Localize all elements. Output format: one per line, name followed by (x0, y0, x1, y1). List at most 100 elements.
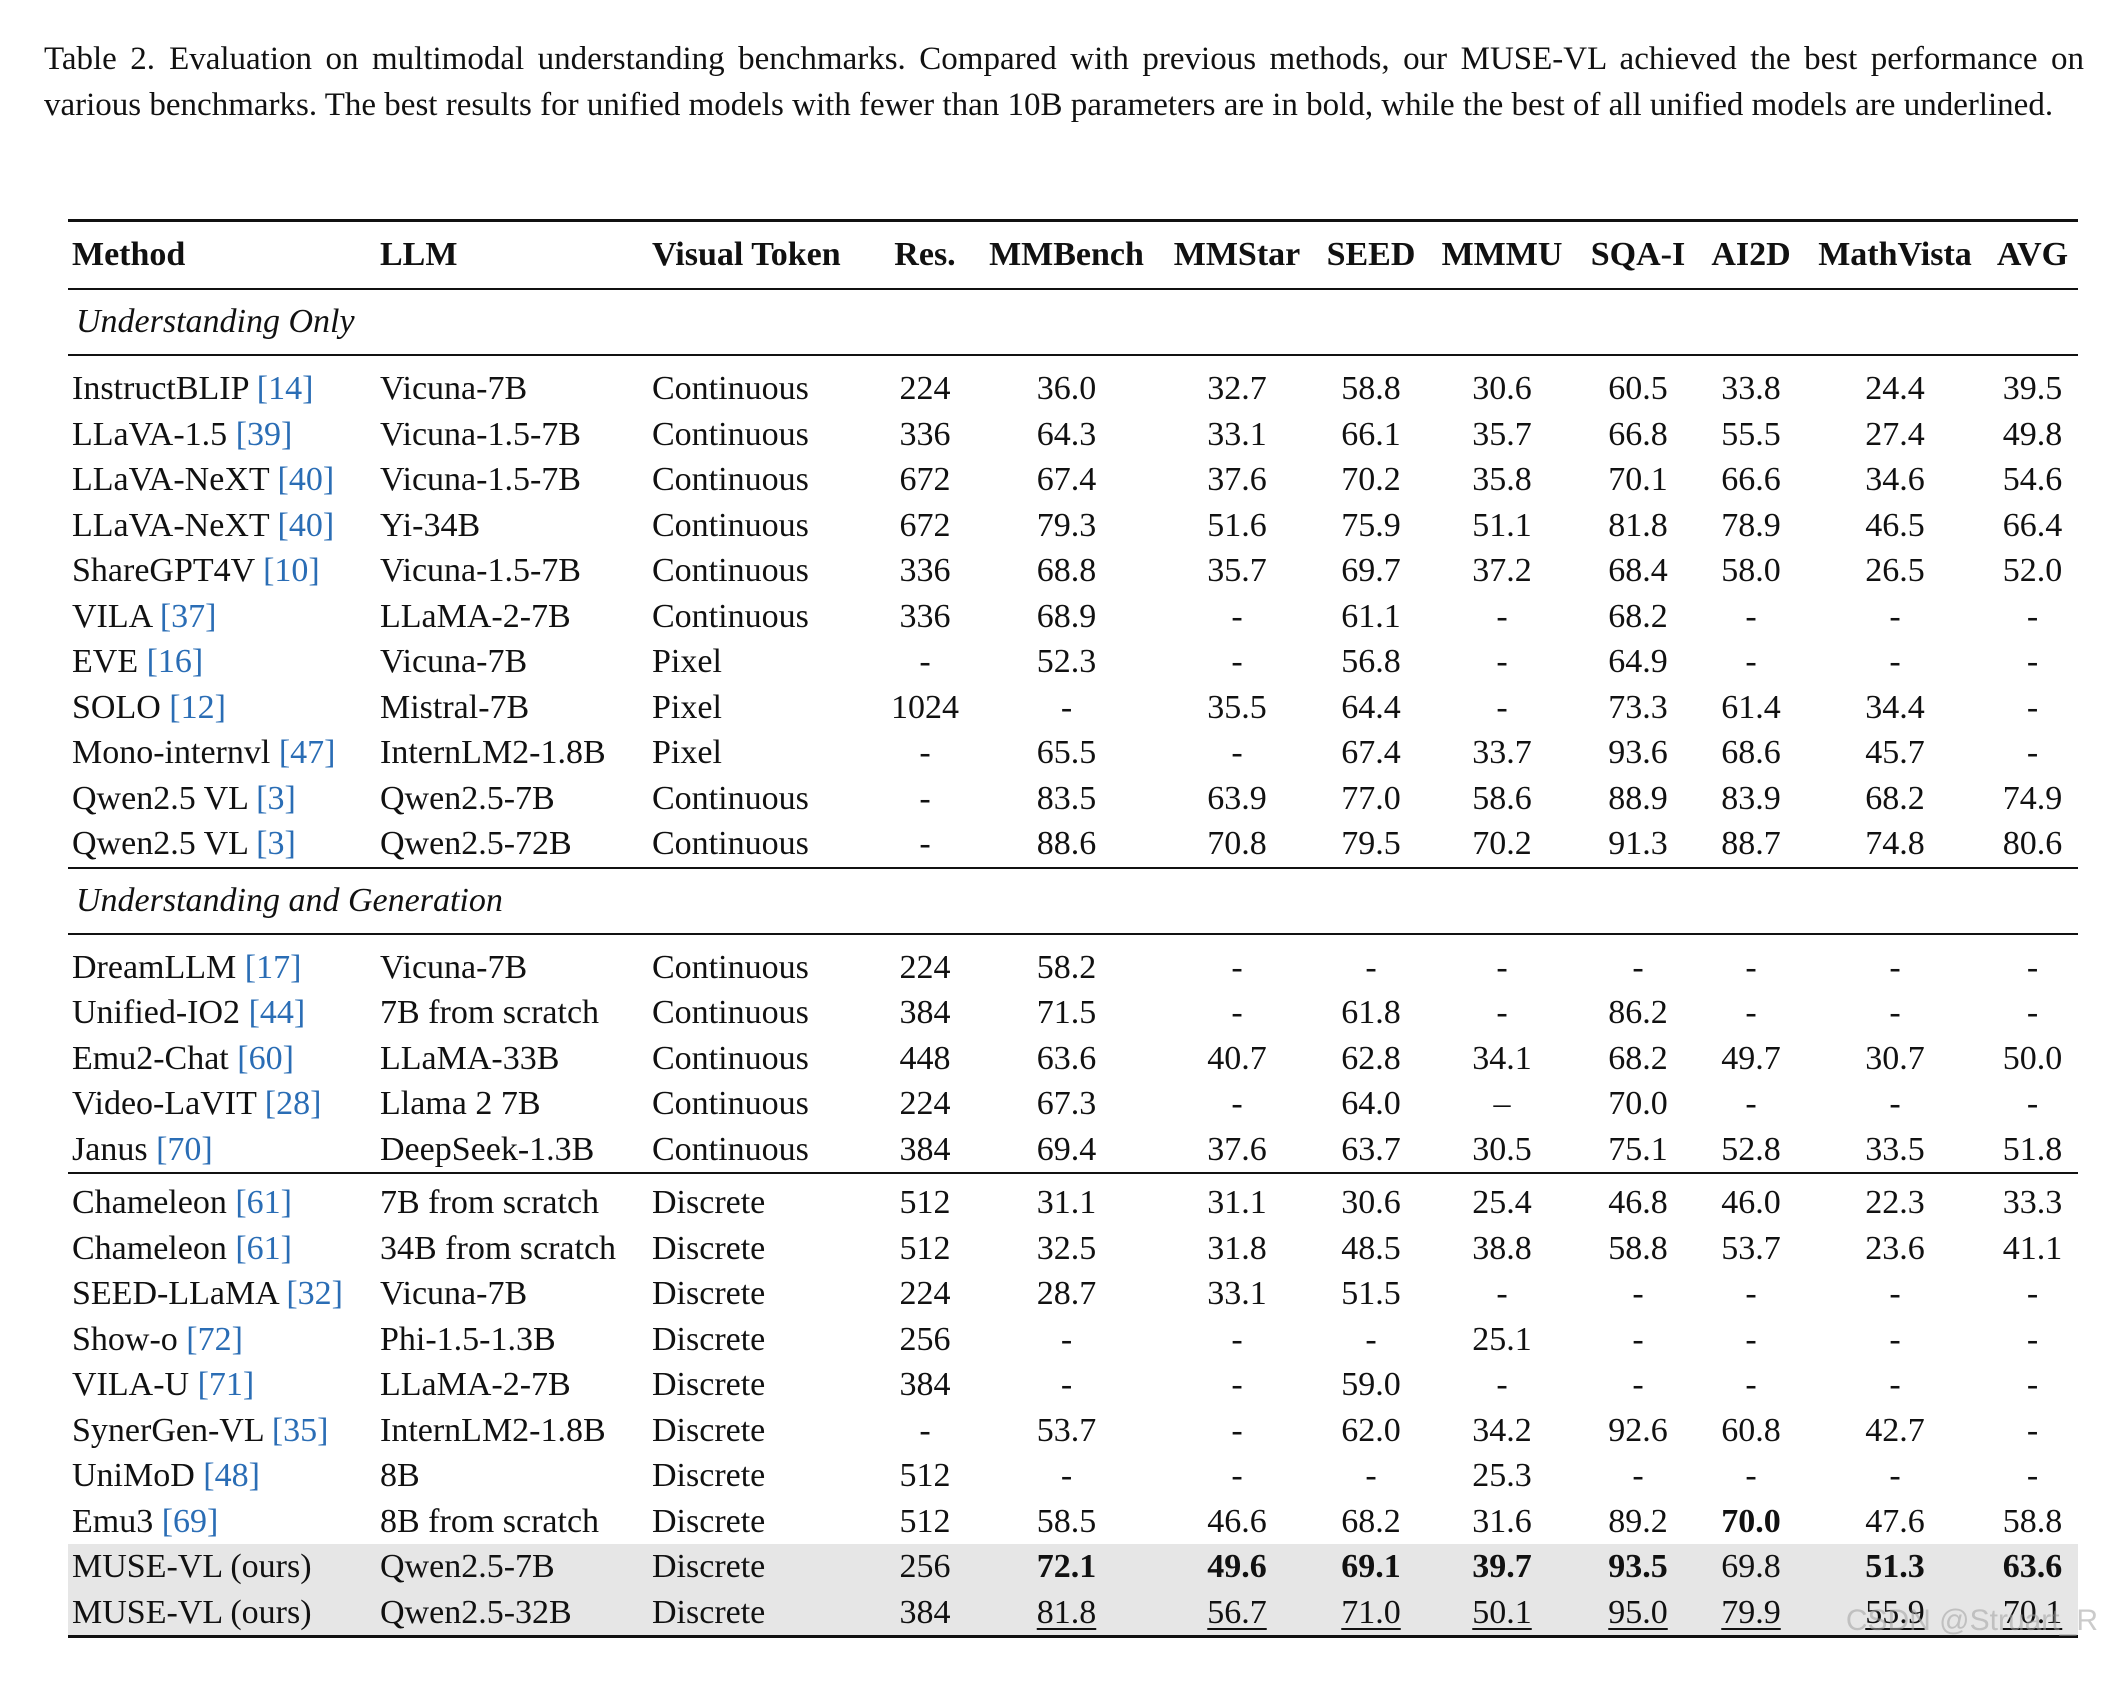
seed-cell: 61.1 (1315, 594, 1427, 640)
seed-cell: 64.0 (1315, 1081, 1427, 1127)
math-cell-value: - (1889, 1457, 1901, 1494)
ai2d-cell: 55.5 (1699, 412, 1803, 458)
mmmu-cell-value: 35.7 (1472, 415, 1532, 453)
mmmu-cell-value: - (1496, 1275, 1508, 1312)
visual-token-cell-value: Discrete (652, 1320, 766, 1358)
citation-link[interactable]: [28] (264, 1085, 322, 1122)
visual-token-cell-value: Continuous (652, 415, 809, 453)
llm-cell-value: LLaMA-2-7B (380, 597, 571, 635)
ai2d-cell: 61.4 (1699, 685, 1803, 731)
avg-cell: - (1987, 934, 2078, 991)
citation-link[interactable]: [44] (248, 994, 306, 1031)
ai2d-cell: - (1699, 1317, 1803, 1363)
citation-link[interactable]: [10] (263, 552, 320, 589)
sqa-cell-value: 93.5 (1608, 1548, 1668, 1585)
citation-link[interactable]: [69] (161, 1502, 219, 1540)
visual-token-cell-value: Continuous (652, 948, 809, 986)
method-name: Unified-IO2 (72, 994, 241, 1031)
avg-cell: 54.6 (1987, 457, 2078, 503)
mmbench-cell-value: 69.4 (1036, 1130, 1097, 1168)
seed-cell-value: 62.0 (1341, 1411, 1401, 1449)
ai2d-cell-value: 70.0 (1721, 1502, 1781, 1540)
seed-cell-value: 79.5 (1341, 825, 1401, 862)
citation-link[interactable]: [12] (169, 688, 226, 726)
llm-cell-value: 8B from scratch (380, 1502, 600, 1540)
citation-link[interactable]: [17] (244, 948, 302, 986)
citation-link[interactable]: [40] (277, 506, 335, 544)
citation-link[interactable]: [70] (156, 1130, 213, 1168)
mmbench-cell: 28.7 (974, 1271, 1159, 1317)
mmmu-cell-value: 25.3 (1472, 1457, 1532, 1494)
avg-cell: - (1987, 990, 2078, 1036)
llm-cell: Vicuna-1.5-7B (376, 457, 648, 503)
citation-link[interactable]: [14] (256, 370, 314, 407)
res-cell-value: 1024 (891, 688, 959, 726)
citation-link[interactable]: [3] (256, 825, 296, 862)
mmstar-cell-value: 70.8 (1207, 825, 1267, 862)
mmstar-cell-value: 49.6 (1207, 1548, 1267, 1585)
mmbench-cell-value: 58.5 (1036, 1502, 1097, 1540)
seed-cell: 77.0 (1315, 776, 1427, 822)
avg-cell: - (1987, 1362, 2078, 1408)
visual-token-cell-value: Discrete (652, 1275, 766, 1312)
method-cell: Chameleon [61] (68, 1172, 376, 1226)
mmbench-cell: 81.8 (974, 1589, 1159, 1638)
method-name: SynerGen-VL (72, 1411, 264, 1449)
mmbench-cell: 31.1 (974, 1172, 1159, 1226)
table-row: Chameleon [61] 34B from scratch Discrete 51… (68, 1226, 2078, 1272)
ai2d-cell: - (1699, 1362, 1803, 1408)
header-mmbench: MMBench (974, 219, 1159, 290)
citation-link[interactable]: [60] (237, 1039, 294, 1077)
citation-link[interactable]: [72] (186, 1320, 243, 1358)
citation-link[interactable]: [48] (203, 1457, 260, 1494)
ai2d-cell: 60.8 (1699, 1408, 1803, 1454)
math-cell-value: - (1889, 1366, 1901, 1403)
res-cell-value: 336 (899, 415, 951, 453)
mmmu-cell: - (1427, 1271, 1577, 1317)
math-cell: - (1803, 1081, 1987, 1127)
mmbench-cell: 58.2 (974, 934, 1159, 991)
mmmu-cell: 34.1 (1427, 1036, 1577, 1082)
mmstar-cell: 37.6 (1159, 457, 1315, 503)
citation-link[interactable]: [61] (235, 1184, 292, 1221)
avg-cell: - (1987, 1408, 2078, 1454)
method-cell: ShareGPT4V [10] (68, 548, 376, 594)
mmmu-cell: - (1427, 1362, 1577, 1408)
citation-link[interactable]: [47] (278, 734, 336, 771)
sqa-cell: 60.5 (1577, 355, 1699, 412)
ai2d-cell: 69.8 (1699, 1544, 1803, 1590)
citation-link[interactable]: [16] (146, 643, 204, 680)
sqa-cell-value: 81.8 (1608, 506, 1668, 544)
sqa-cell: 70.0 (1577, 1081, 1699, 1127)
mmbench-cell-value: 81.8 (1036, 1593, 1097, 1631)
avg-cell-value: 58.8 (2002, 1502, 2063, 1540)
citation-link[interactable]: [40] (277, 461, 335, 498)
sqa-cell: - (1577, 1271, 1699, 1317)
ai2d-cell-value: 33.8 (1721, 370, 1781, 407)
citation-link[interactable]: [32] (286, 1275, 344, 1312)
mmmu-cell: 31.6 (1427, 1499, 1577, 1545)
citation-link[interactable]: [35] (271, 1411, 329, 1449)
citation-link[interactable]: [61] (235, 1229, 292, 1267)
avg-cell-value: - (2026, 1275, 2039, 1312)
citation-link[interactable]: [3] (256, 779, 296, 817)
mmstar-cell: - (1159, 1408, 1315, 1454)
res-cell: 336 (876, 412, 974, 458)
mmstar-cell-value: 63.9 (1207, 779, 1267, 817)
sqa-cell: 92.6 (1577, 1408, 1699, 1454)
citation-link[interactable]: [71] (197, 1366, 255, 1403)
ai2d-cell: 58.0 (1699, 548, 1803, 594)
res-cell-value: 224 (899, 1085, 951, 1122)
avg-cell-value: - (2026, 1457, 2039, 1494)
mmstar-cell: 70.8 (1159, 821, 1315, 868)
mmstar-cell: - (1159, 990, 1315, 1036)
visual-token-cell: Discrete (648, 1226, 876, 1272)
mmbench-cell: 52.3 (974, 639, 1159, 685)
mmbench-cell: 71.5 (974, 990, 1159, 1036)
res-cell-value: - (919, 734, 931, 771)
mmstar-cell: 31.1 (1159, 1172, 1315, 1226)
citation-link[interactable]: [39] (235, 415, 293, 453)
citation-link[interactable]: [37] (159, 597, 217, 635)
llm-cell-value: Vicuna-1.5-7B (380, 552, 581, 589)
mmstar-cell: 37.6 (1159, 1127, 1315, 1174)
